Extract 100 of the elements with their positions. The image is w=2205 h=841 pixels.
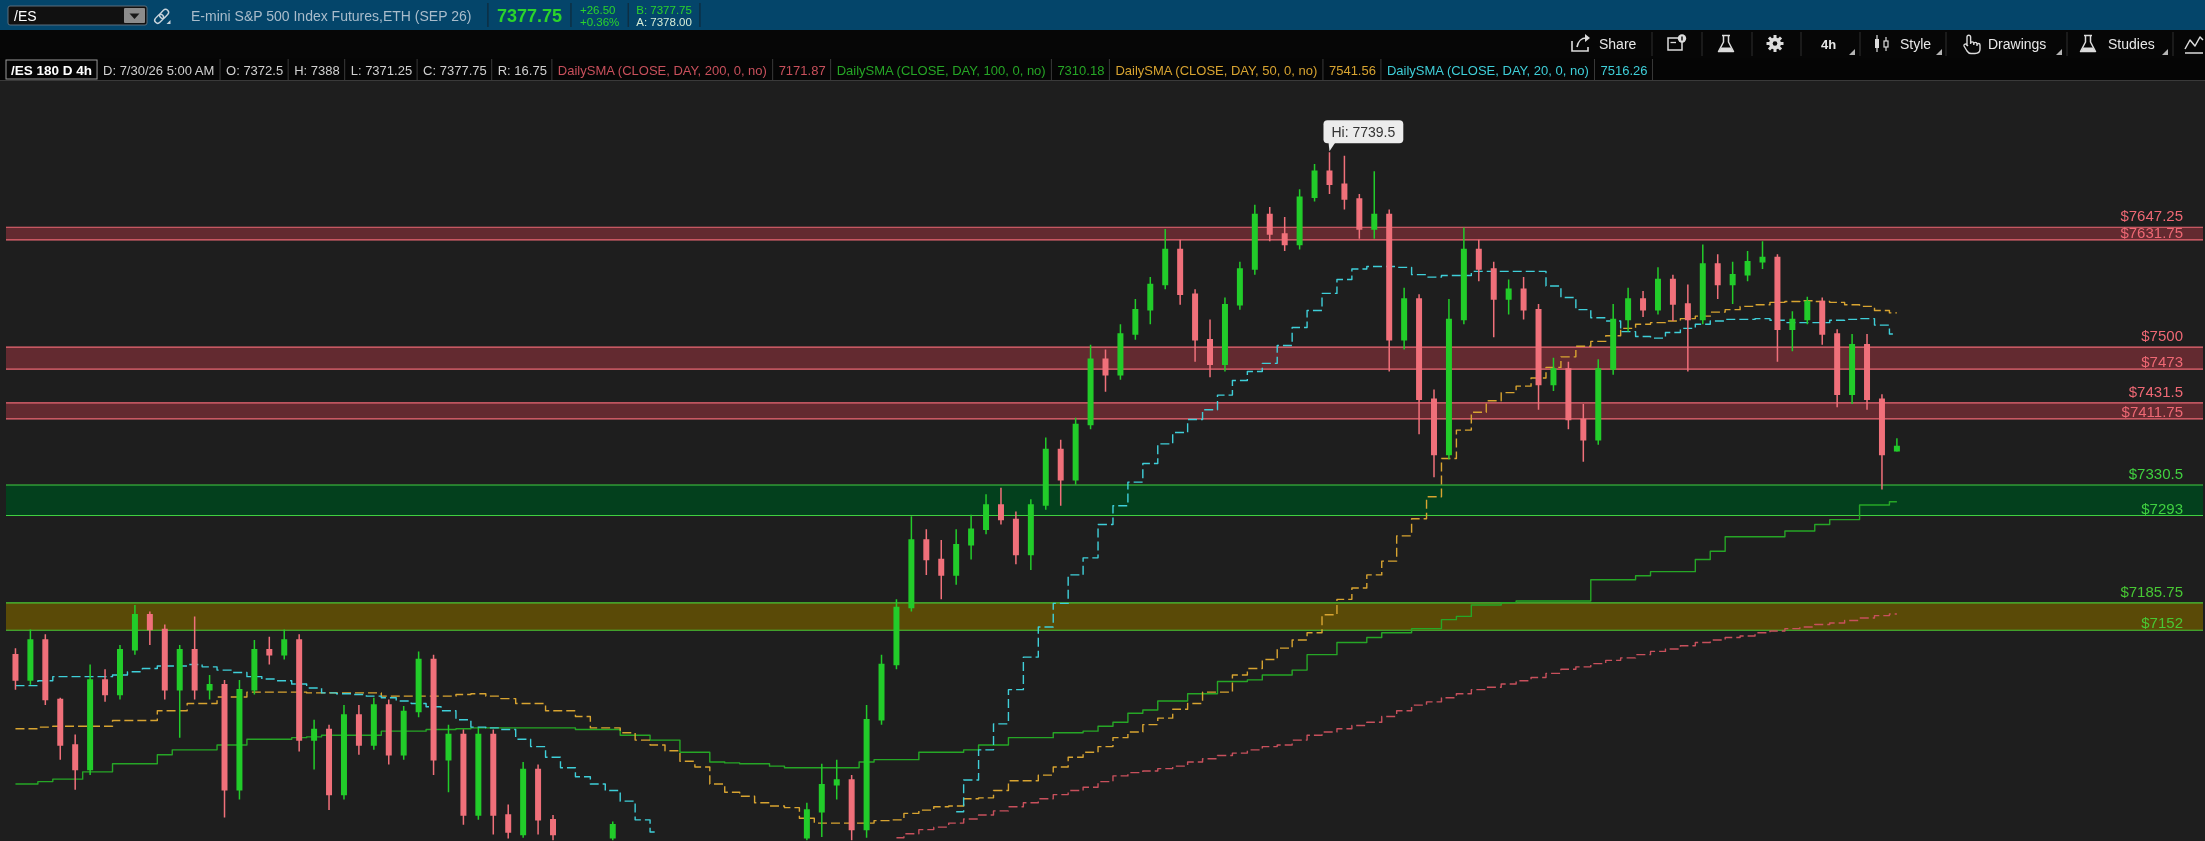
candlestick xyxy=(1445,298,1452,461)
candlestick xyxy=(535,763,542,836)
text: Drawings xyxy=(1988,35,2047,52)
text: R: 16.75 xyxy=(497,63,547,78)
candlestick xyxy=(938,539,945,601)
candlestick xyxy=(1132,298,1139,341)
candlestick xyxy=(1744,250,1751,282)
text: 7541.56 xyxy=(1328,63,1376,78)
candlestick xyxy=(1550,356,1557,392)
candlestick xyxy=(983,493,990,535)
candlestick xyxy=(415,650,422,719)
text: /ES xyxy=(14,8,37,24)
candlestick xyxy=(1804,295,1811,326)
text: 4h xyxy=(1821,36,1837,52)
candlestick xyxy=(520,761,527,839)
candlestick xyxy=(1326,151,1333,195)
candlestick xyxy=(1311,163,1318,203)
candlestick xyxy=(370,697,377,751)
candlestick xyxy=(1505,278,1512,316)
candlestick xyxy=(803,802,810,841)
candlestick xyxy=(1371,170,1378,240)
ref-line-label: $7647.25 xyxy=(2120,207,2183,225)
text: +0.36% xyxy=(579,16,620,28)
candlestick xyxy=(1057,439,1064,507)
candlestick xyxy=(400,705,407,761)
candlestick xyxy=(296,633,303,753)
candlestick xyxy=(863,704,870,839)
candlestick xyxy=(430,653,437,776)
candlestick xyxy=(1401,286,1408,351)
candlestick xyxy=(1893,437,1900,453)
candlestick xyxy=(818,762,825,838)
candlestick xyxy=(833,758,840,801)
candlestick xyxy=(146,610,153,646)
candlestick xyxy=(1490,260,1497,339)
candlestick xyxy=(953,528,960,586)
text: 7310.18 xyxy=(1057,63,1105,78)
candlestick xyxy=(1236,260,1243,311)
candlestick xyxy=(221,679,228,819)
candlestick xyxy=(206,674,213,701)
text: DailySMA (CLOSE, DAY, 100, 0, no) xyxy=(836,63,1046,78)
candlestick xyxy=(12,647,19,691)
candlestick xyxy=(609,820,616,841)
text: B: 7377.75 xyxy=(636,4,692,16)
text: D: 7/30/26 5:00 AM xyxy=(103,63,215,78)
candlestick xyxy=(1087,343,1094,431)
annotation: Hi: 7739.5 xyxy=(1331,123,1396,140)
ref-line-label: $7185.75 xyxy=(2120,582,2183,600)
candlestick xyxy=(908,515,915,613)
candlestick xyxy=(1042,436,1049,511)
candlestick xyxy=(340,704,347,801)
text: H: 7388 xyxy=(294,63,340,78)
candlestick xyxy=(1520,276,1527,321)
candlestick xyxy=(117,644,123,701)
candlestick xyxy=(1654,266,1661,316)
text: DailySMA (CLOSE, DAY, 200, 0, no) xyxy=(557,63,767,78)
text: Share xyxy=(1599,35,1637,52)
chart-title: E-mini S&P 500 Index Futures,ETH (SEP 26) xyxy=(191,8,472,24)
text: L: 7371.25 xyxy=(350,63,413,78)
text: +26.50 xyxy=(579,4,616,16)
candlestick xyxy=(42,633,49,706)
candlestick xyxy=(445,723,452,793)
candlestick xyxy=(1640,290,1647,318)
candlestick xyxy=(385,698,392,766)
ref-line-label: $7431.5 xyxy=(2128,382,2183,400)
candlestick xyxy=(311,719,318,771)
candlestick xyxy=(1759,240,1766,270)
candlestick xyxy=(550,814,557,841)
text: DailySMA (CLOSE, DAY, 50, 0, no) xyxy=(1115,63,1318,78)
candlestick xyxy=(1460,226,1467,326)
candlestick xyxy=(460,728,467,826)
candlestick xyxy=(176,644,183,739)
candlestick xyxy=(1610,303,1617,376)
candlestick xyxy=(893,598,900,671)
candlestick xyxy=(1162,228,1169,291)
candlestick xyxy=(281,628,288,661)
candlestick xyxy=(1729,260,1736,305)
candlestick xyxy=(326,723,333,811)
candlestick xyxy=(251,639,258,696)
candlestick xyxy=(505,803,512,840)
candlestick xyxy=(236,679,243,801)
text: DailySMA (CLOSE, DAY, 20, 0, no) xyxy=(1386,63,1589,78)
candlestick xyxy=(878,653,885,726)
candlestick xyxy=(355,704,362,756)
candlestick xyxy=(1849,333,1856,405)
candlestick xyxy=(72,733,79,791)
text: C: 7377.75 xyxy=(423,63,487,78)
candlestick xyxy=(1221,296,1228,373)
candlestick xyxy=(1669,273,1676,322)
candlestick xyxy=(1072,417,1079,486)
candlestick xyxy=(266,636,273,666)
candlestick xyxy=(997,487,1004,526)
ref-line-label: $7411.75 xyxy=(2121,402,2183,420)
candlestick xyxy=(57,697,64,761)
candlestick xyxy=(1699,243,1706,326)
candlestick xyxy=(1714,253,1721,300)
candlestick xyxy=(131,604,138,656)
text: Style xyxy=(1900,35,1932,52)
candlestick xyxy=(1012,510,1019,566)
ref-line-label: $7473 xyxy=(2141,353,2183,371)
candlestick xyxy=(102,668,109,703)
